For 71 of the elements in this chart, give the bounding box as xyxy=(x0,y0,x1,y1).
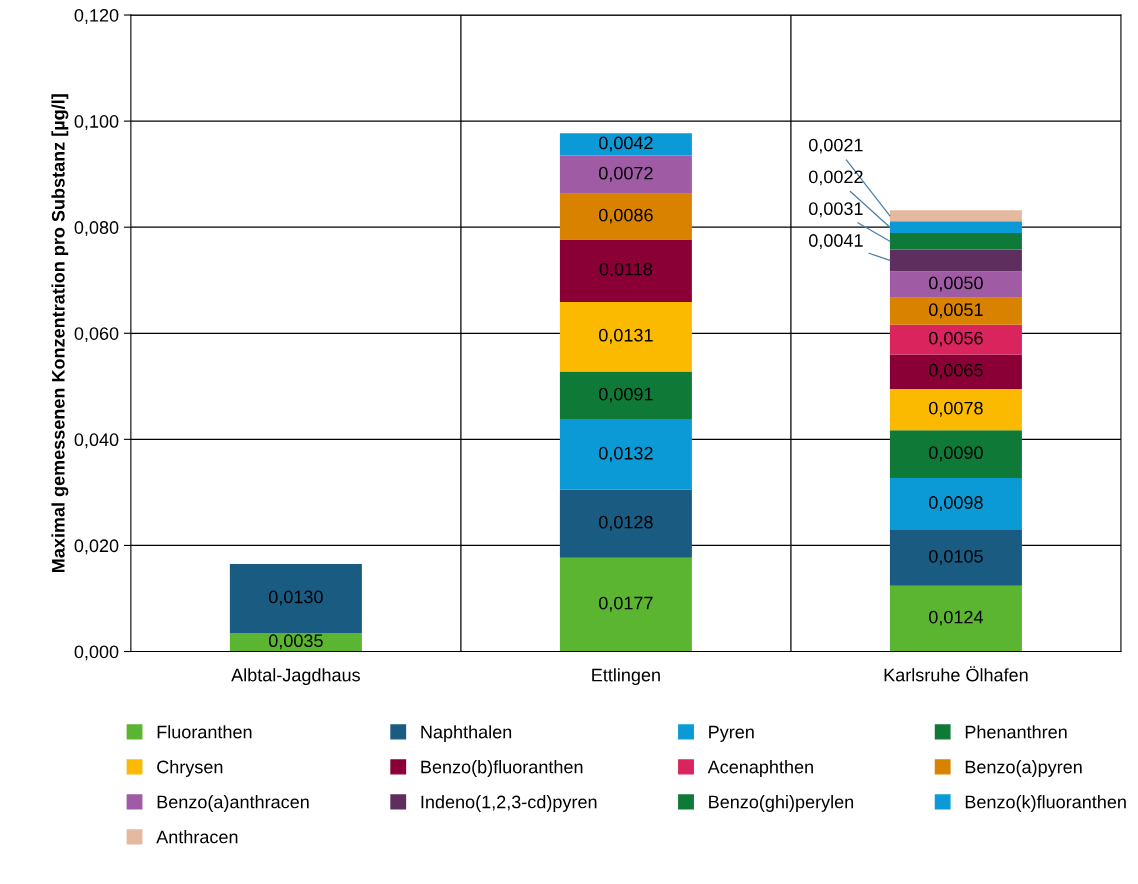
data-label: 0,0131 xyxy=(599,328,653,344)
bar xyxy=(889,210,1022,222)
legend-label: Benzo(a)anthracen xyxy=(157,795,309,812)
bar xyxy=(889,324,1022,355)
legend-label: Indeno(1,2,3-cd)pyren xyxy=(421,795,597,812)
legend-label: Pyren xyxy=(709,725,754,742)
bar xyxy=(889,430,1022,479)
bar xyxy=(559,419,692,490)
legend-label: Fluoranthen xyxy=(157,725,252,739)
data-label: 0,0051 xyxy=(929,303,983,319)
data-label: 0,0124 xyxy=(929,610,984,626)
data-label: 0,0118 xyxy=(599,262,653,278)
data-label: 0,0035 xyxy=(268,634,323,650)
bar xyxy=(889,585,1022,652)
data-label: 0,0042 xyxy=(599,136,653,152)
y-tick-label: 0,100 xyxy=(74,115,119,130)
bar xyxy=(559,557,692,652)
legend-label: Anthracen xyxy=(156,830,238,844)
data-label: 0,0098 xyxy=(929,496,983,512)
data-label: 0,0091 xyxy=(599,387,653,403)
bar xyxy=(229,563,362,633)
y-tick-label: 0,060 xyxy=(74,327,119,343)
data-label: 0,0022 xyxy=(809,170,863,186)
data-label: 0,0132 xyxy=(599,446,653,462)
bar xyxy=(559,371,692,420)
y-tick-label: 0,020 xyxy=(74,539,119,555)
data-label: 0,0041 xyxy=(809,234,863,250)
y-tick-label: 0,080 xyxy=(74,221,119,237)
data-label: 0,0086 xyxy=(599,208,653,224)
bar xyxy=(559,133,692,156)
bar xyxy=(889,388,1022,431)
data-label: 0,0056 xyxy=(929,331,983,347)
data-label: 0,0130 xyxy=(268,590,323,606)
bar xyxy=(889,233,1022,250)
legend-label: Acenaphthen xyxy=(707,760,813,777)
legend-label: Benzo(a)pyren xyxy=(965,760,1082,777)
legend-label: Benzo(ghi)perylen xyxy=(709,795,854,812)
bar xyxy=(889,249,1022,272)
bar xyxy=(559,489,692,558)
legend-label: Phenanthren xyxy=(965,725,1067,739)
bar xyxy=(559,193,692,240)
data-label: 0,0090 xyxy=(929,446,983,462)
y-tick-label: 0,000 xyxy=(74,645,119,661)
bar xyxy=(889,530,1022,586)
data-label: 0,0078 xyxy=(929,401,983,417)
data-label: 0,0050 xyxy=(929,276,983,292)
x-tick-label: Karlsruhe Ölhafen xyxy=(884,666,1028,682)
legend-label: Benzo(k)fluoranthen xyxy=(965,795,1126,812)
data-label: 0,0065 xyxy=(929,363,983,379)
legend-label: Benzo(b)fluoranthen xyxy=(421,760,583,777)
x-tick-label: Albtal-Jagdhaus xyxy=(231,668,360,686)
data-label: 0,0128 xyxy=(599,515,653,531)
data-label: 0,0031 xyxy=(809,202,863,218)
bar xyxy=(559,155,692,194)
bar xyxy=(889,271,1022,298)
y-axis-title: Maximal gemessenen Konzentration pro Substanz [µg/l] xyxy=(51,94,69,572)
y-tick-label: 0,040 xyxy=(74,433,119,449)
data-label: 0,0105 xyxy=(929,549,983,565)
data-label: 0,0072 xyxy=(599,166,653,182)
bar xyxy=(559,239,692,302)
bar xyxy=(559,301,692,372)
data-label: 0,0021 xyxy=(809,138,863,154)
bar xyxy=(889,297,1022,325)
y-tick-label: 0,120 xyxy=(74,8,119,24)
data-label: 0,0177 xyxy=(599,596,653,612)
x-tick-label: Ettlingen xyxy=(592,668,660,686)
bar xyxy=(889,478,1022,531)
legend-label: Chrysen xyxy=(157,760,223,777)
legend-label: Naphthalen xyxy=(421,725,512,742)
bar xyxy=(889,354,1022,389)
bar xyxy=(889,221,1022,234)
